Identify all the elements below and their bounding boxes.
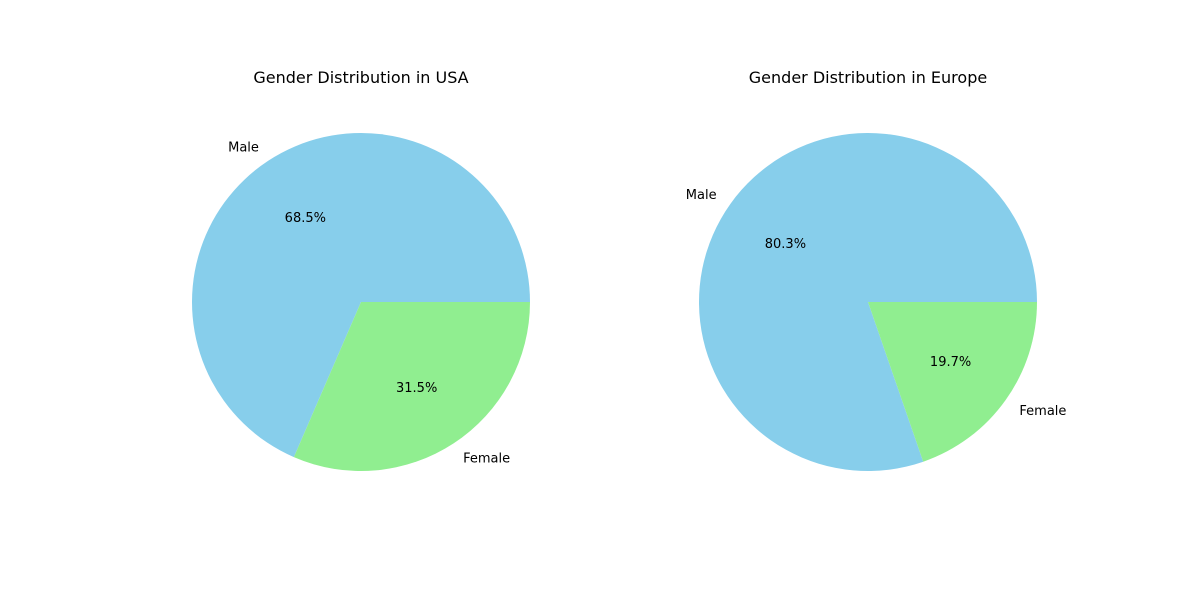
- europe-label-female: Female: [1019, 404, 1066, 419]
- usa-label-male: Male: [228, 141, 259, 156]
- usa-percent-female: 31.5%: [396, 381, 437, 396]
- europe-percent-male: 80.3%: [765, 237, 806, 252]
- usa-chart-title: Gender Distribution in USA: [253, 68, 468, 87]
- usa-percent-male: 68.5%: [285, 211, 326, 226]
- usa-slice-male: [192, 133, 531, 458]
- usa-label-female: Female: [463, 451, 510, 466]
- europe-slice-female: [868, 302, 1037, 462]
- usa-slice-female: [293, 302, 530, 471]
- europe-pie-chart: Gender Distribution in Europe Male 80.3% F…: [686, 68, 1066, 471]
- europe-label-male: Male: [686, 188, 717, 203]
- europe-percent-female: 19.7%: [930, 355, 971, 370]
- usa-pie-chart: Gender Distribution in USA Male 68.5% Fema…: [192, 68, 531, 471]
- europe-chart-title: Gender Distribution in Europe: [749, 68, 987, 87]
